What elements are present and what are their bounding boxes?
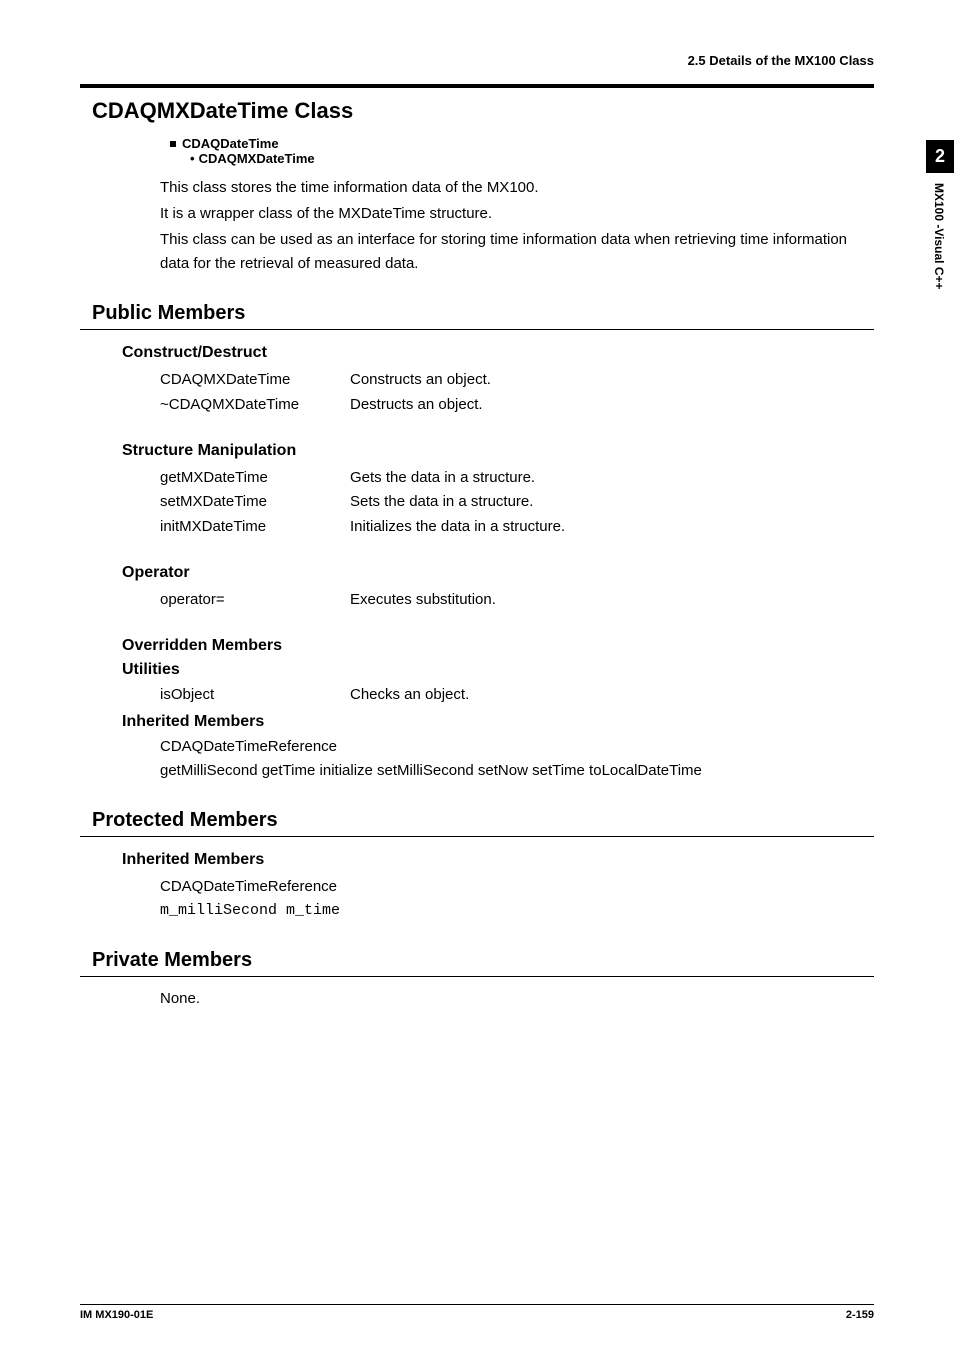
- hierarchy-level-2: • CDAQMXDateTime: [190, 151, 874, 166]
- hierarchy-l2-label: CDAQMXDateTime: [199, 151, 315, 166]
- utilities-heading: Utilities: [122, 661, 874, 679]
- class-title: CDAQMXDateTime Class: [92, 98, 874, 124]
- def-desc: Gets the data in a structure.: [350, 466, 874, 491]
- def-row: CDAQMXDateTime Constructs an object.: [160, 368, 874, 393]
- def-row: initMXDateTime Initializes the data in a…: [160, 515, 874, 540]
- overridden-heading: Overridden Members: [122, 637, 874, 655]
- page-header: 2.5 Details of the MX100 Class: [80, 52, 874, 70]
- public-members-heading: Public Members: [92, 302, 874, 325]
- protected-members-heading: Protected Members: [92, 809, 874, 832]
- rule-thin: [80, 976, 874, 977]
- protected-line-1: CDAQDateTimeReference: [160, 875, 874, 899]
- def-term: setMXDateTime: [160, 490, 350, 515]
- def-desc: Constructs an object.: [350, 368, 874, 393]
- protected-line-2: m_milliSecond m_time: [160, 899, 874, 923]
- def-term: getMXDateTime: [160, 466, 350, 491]
- def-row: ~CDAQMXDateTime Destructs an object.: [160, 393, 874, 418]
- def-term: ~CDAQMXDateTime: [160, 393, 350, 418]
- structure-heading: Structure Manipulation: [122, 442, 874, 460]
- class-hierarchy: CDAQDateTime • CDAQMXDateTime: [170, 136, 874, 166]
- def-desc: Checks an object.: [350, 683, 874, 708]
- construct-heading: Construct/Destruct: [122, 344, 874, 362]
- dot-bullet-icon: •: [190, 151, 195, 166]
- page: 2 MX100 -Visual C++ 2.5 Details of the M…: [0, 0, 954, 1351]
- def-row: setMXDateTime Sets the data in a structu…: [160, 490, 874, 515]
- def-desc: Executes substitution.: [350, 588, 874, 613]
- hierarchy-l1-label: CDAQDateTime: [182, 136, 279, 151]
- operator-heading: Operator: [122, 564, 874, 582]
- rule-thin: [80, 329, 874, 330]
- section-crumb: 2.5 Details of the MX100 Class: [688, 53, 874, 68]
- class-desc-p1: This class stores the time information d…: [160, 176, 874, 200]
- def-term: initMXDateTime: [160, 515, 350, 540]
- inherited-line-1: CDAQDateTimeReference: [160, 735, 874, 759]
- def-row: getMXDateTime Gets the data in a structu…: [160, 466, 874, 491]
- private-none: None.: [160, 987, 874, 1011]
- footer-right: 2-159: [846, 1309, 874, 1321]
- private-members-heading: Private Members: [92, 949, 874, 972]
- rule-thin: [80, 836, 874, 837]
- inherited-heading-public: Inherited Members: [122, 713, 874, 731]
- chapter-label: MX100 -Visual C++: [926, 183, 946, 290]
- def-row: operator= Executes substitution.: [160, 588, 874, 613]
- rule-thick: [80, 84, 874, 88]
- side-tab: 2 MX100 -Visual C++: [926, 140, 954, 290]
- def-term: operator=: [160, 588, 350, 613]
- inherited-line-2: getMilliSecond getTime initialize setMil…: [160, 759, 874, 783]
- class-desc-p2: It is a wrapper class of the MXDateTime …: [160, 202, 874, 226]
- def-term: CDAQMXDateTime: [160, 368, 350, 393]
- def-desc: Sets the data in a structure.: [350, 490, 874, 515]
- def-row: isObject Checks an object.: [160, 683, 874, 708]
- square-bullet-icon: [170, 141, 176, 147]
- def-term: isObject: [160, 683, 350, 708]
- def-desc: Destructs an object.: [350, 393, 874, 418]
- chapter-number-badge: 2: [926, 140, 954, 173]
- inherited-heading-protected: Inherited Members: [122, 851, 874, 869]
- hierarchy-level-1: CDAQDateTime: [170, 136, 874, 151]
- page-footer: IM MX190-01E 2-159: [80, 1304, 874, 1321]
- footer-left: IM MX190-01E: [80, 1309, 153, 1321]
- def-desc: Initializes the data in a structure.: [350, 515, 874, 540]
- class-desc-p3: This class can be used as an interface f…: [160, 228, 874, 276]
